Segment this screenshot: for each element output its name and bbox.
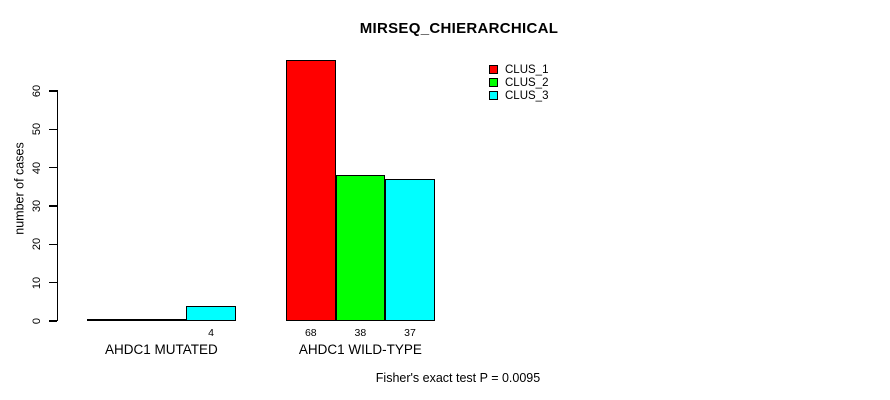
legend-item-clus_1: CLUS_1 — [489, 63, 548, 76]
legend-label: CLUS_2 — [505, 76, 549, 89]
bar-clus_1-wild-type — [286, 60, 336, 321]
bar-clus_1-mutated-zero — [87, 319, 137, 321]
bar-value-label: 4 — [208, 327, 214, 339]
bar-value-label: 68 — [304, 327, 317, 339]
legend: CLUS_1 CLUS_2 CLUS_3 — [489, 63, 548, 102]
y-axis-tick — [49, 320, 57, 322]
fisher-test-annotation: Fisher's exact test P = 0.0095 — [375, 371, 541, 385]
y-tick-label: 40 — [31, 161, 43, 174]
y-tick-label: 20 — [31, 238, 43, 251]
y-tick-label: 50 — [31, 123, 43, 136]
legend-label: CLUS_1 — [505, 63, 549, 76]
y-tick-label: 0 — [31, 317, 43, 325]
y-axis-tick — [49, 281, 57, 284]
y-tick-label: 30 — [31, 199, 43, 213]
y-axis-tick — [49, 90, 57, 92]
y-axis-tick — [49, 128, 57, 131]
bar-value-label: 37 — [404, 327, 416, 339]
y-axis-tick — [49, 166, 57, 169]
bar-clus_2-mutated-zero — [136, 319, 187, 321]
bar-clus_2-wild-type — [335, 175, 386, 321]
bar-value-label: 38 — [354, 327, 367, 339]
bar-clus_3-wild-type — [385, 179, 435, 321]
legend-swatch-clus_2 — [489, 78, 498, 87]
y-axis-tick — [49, 243, 57, 246]
y-tick-label: 10 — [31, 276, 43, 289]
y-axis-title: number of cases — [12, 142, 27, 235]
legend-label: CLUS_3 — [505, 89, 549, 102]
legend-item-clus_3: CLUS_3 — [489, 89, 548, 102]
x-category-label: AHDC1 WILD-TYPE — [298, 342, 422, 357]
x-category-label: AHDC1 MUTATED — [105, 342, 218, 357]
chart-title: MIRSEQ_CHIERARCHICAL — [359, 20, 559, 37]
bar-clus_3-mutated — [186, 305, 236, 321]
legend-item-clus_2: CLUS_2 — [489, 76, 548, 89]
y-tick-label: 60 — [31, 84, 43, 98]
legend-swatch-clus_1 — [489, 65, 498, 74]
legend-swatch-clus_3 — [489, 91, 498, 100]
y-axis-tick — [49, 205, 57, 207]
y-axis-line — [56, 90, 58, 321]
